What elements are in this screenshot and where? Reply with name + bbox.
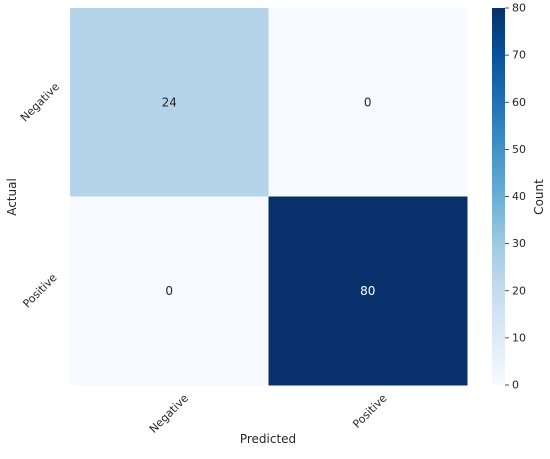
colorbar-label: Count xyxy=(532,179,546,215)
y-tick-label: Positive xyxy=(20,271,59,310)
y-axis-title: Actual xyxy=(5,178,19,216)
y-tick-labels: Negative Positive xyxy=(18,80,62,310)
cell-value-label: 0 xyxy=(364,95,372,109)
colorbar-tick-label: 0 xyxy=(512,379,519,392)
colorbar-tick-label: 10 xyxy=(512,331,526,344)
heatmap-cell xyxy=(70,8,269,197)
heatmap-cell xyxy=(268,8,468,197)
heatmap-cell xyxy=(70,196,269,386)
colorbar-tick-label: 30 xyxy=(512,237,526,250)
colorbar: 0 10 20 30 40 50 60 70 80 xyxy=(492,2,526,392)
cell-value-label: 80 xyxy=(360,284,375,298)
colorbar-tick-label: 70 xyxy=(512,49,526,62)
colorbar-tick-label: 20 xyxy=(512,284,526,297)
heatmap-cell xyxy=(268,196,468,386)
y-tick-label: Negative xyxy=(18,80,62,124)
heatmap-cells xyxy=(70,8,468,386)
colorbar-tick-label: 80 xyxy=(512,2,526,15)
heatmap-cell-labels: 24 0 0 80 xyxy=(162,95,376,298)
x-tick-labels: Negative Positive xyxy=(147,391,390,435)
x-tick-label: Negative xyxy=(147,391,191,435)
colorbar-gradient xyxy=(492,8,505,385)
colorbar-tick-label: 50 xyxy=(512,143,526,156)
colorbar-tick-label: 40 xyxy=(512,190,526,203)
x-tick-label: Positive xyxy=(350,391,389,430)
x-axis-title: Predicted xyxy=(240,432,296,446)
cell-value-label: 24 xyxy=(162,95,177,109)
colorbar-tick-label: 60 xyxy=(512,96,526,109)
cell-value-label: 0 xyxy=(165,284,173,298)
